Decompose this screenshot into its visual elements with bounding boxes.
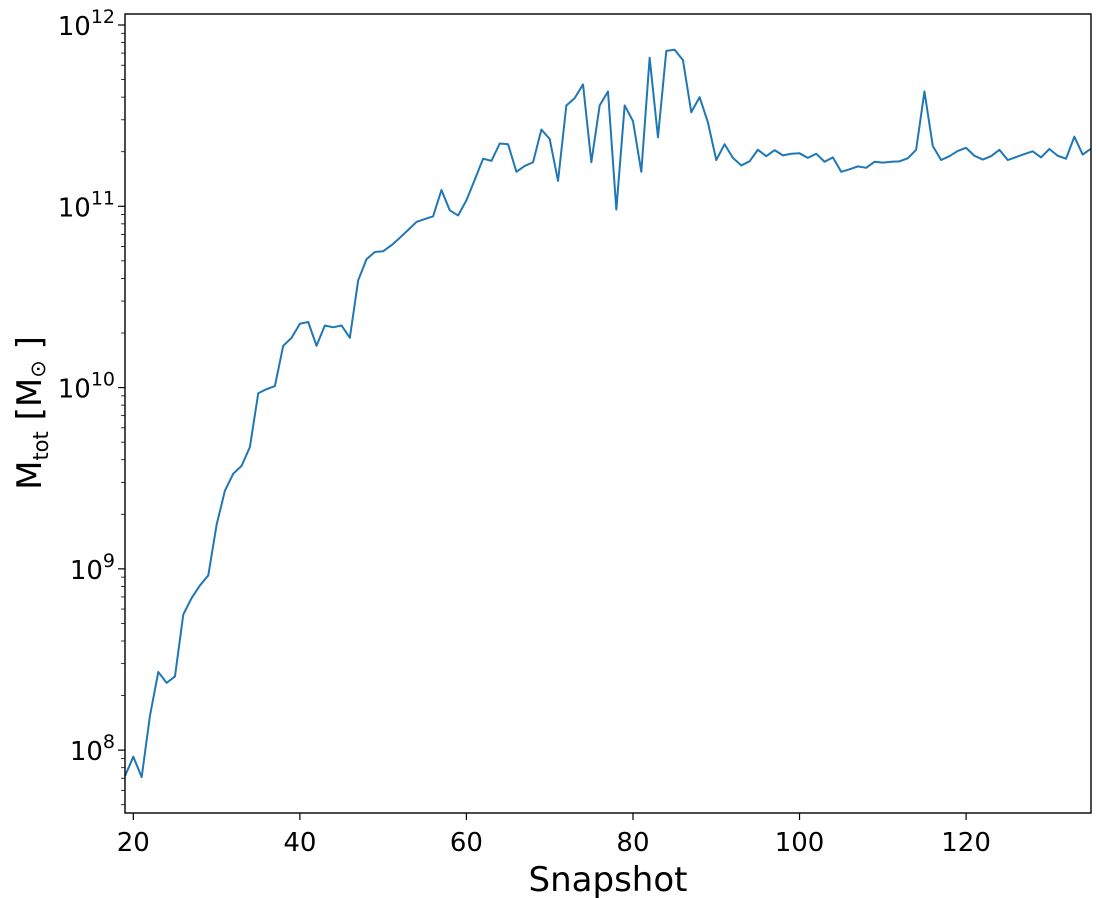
y-tick-label: 108	[70, 731, 115, 767]
x-tick-label: 120	[941, 828, 991, 858]
y-tick-label: 1012	[58, 6, 115, 42]
x-tick-label: 40	[283, 828, 316, 858]
y-axis-label-sub: tot	[29, 431, 53, 460]
y-tick-label: 1011	[58, 187, 115, 223]
x-tick-label: 100	[775, 828, 825, 858]
plot-area	[125, 14, 1091, 813]
y-tick-label: 1010	[58, 369, 115, 405]
y-axis-label: Mtot [M⊙ ]	[10, 336, 53, 490]
plot-frame	[124, 13, 1092, 814]
series-group	[124, 48, 1092, 779]
x-tick-label: 20	[117, 828, 150, 858]
y-axis-label-unit-open: [M	[10, 378, 50, 431]
series-line	[124, 48, 1092, 779]
x-axis-label: Snapshot	[529, 860, 688, 898]
x-tick-label: 60	[450, 828, 483, 858]
y-tick-label: 109	[70, 550, 115, 586]
y-axis-label-unit-close: ]	[10, 336, 50, 360]
y-axis-label-main: M	[10, 461, 50, 490]
y-axis-ticks: 108 109 1010 1011 1012	[58, 6, 125, 767]
y-axis-label-unit-symbol: ⊙	[26, 360, 50, 378]
x-axis-ticks: 20 40 60 80 100 120	[117, 813, 991, 858]
x-tick-label: 80	[616, 828, 649, 858]
